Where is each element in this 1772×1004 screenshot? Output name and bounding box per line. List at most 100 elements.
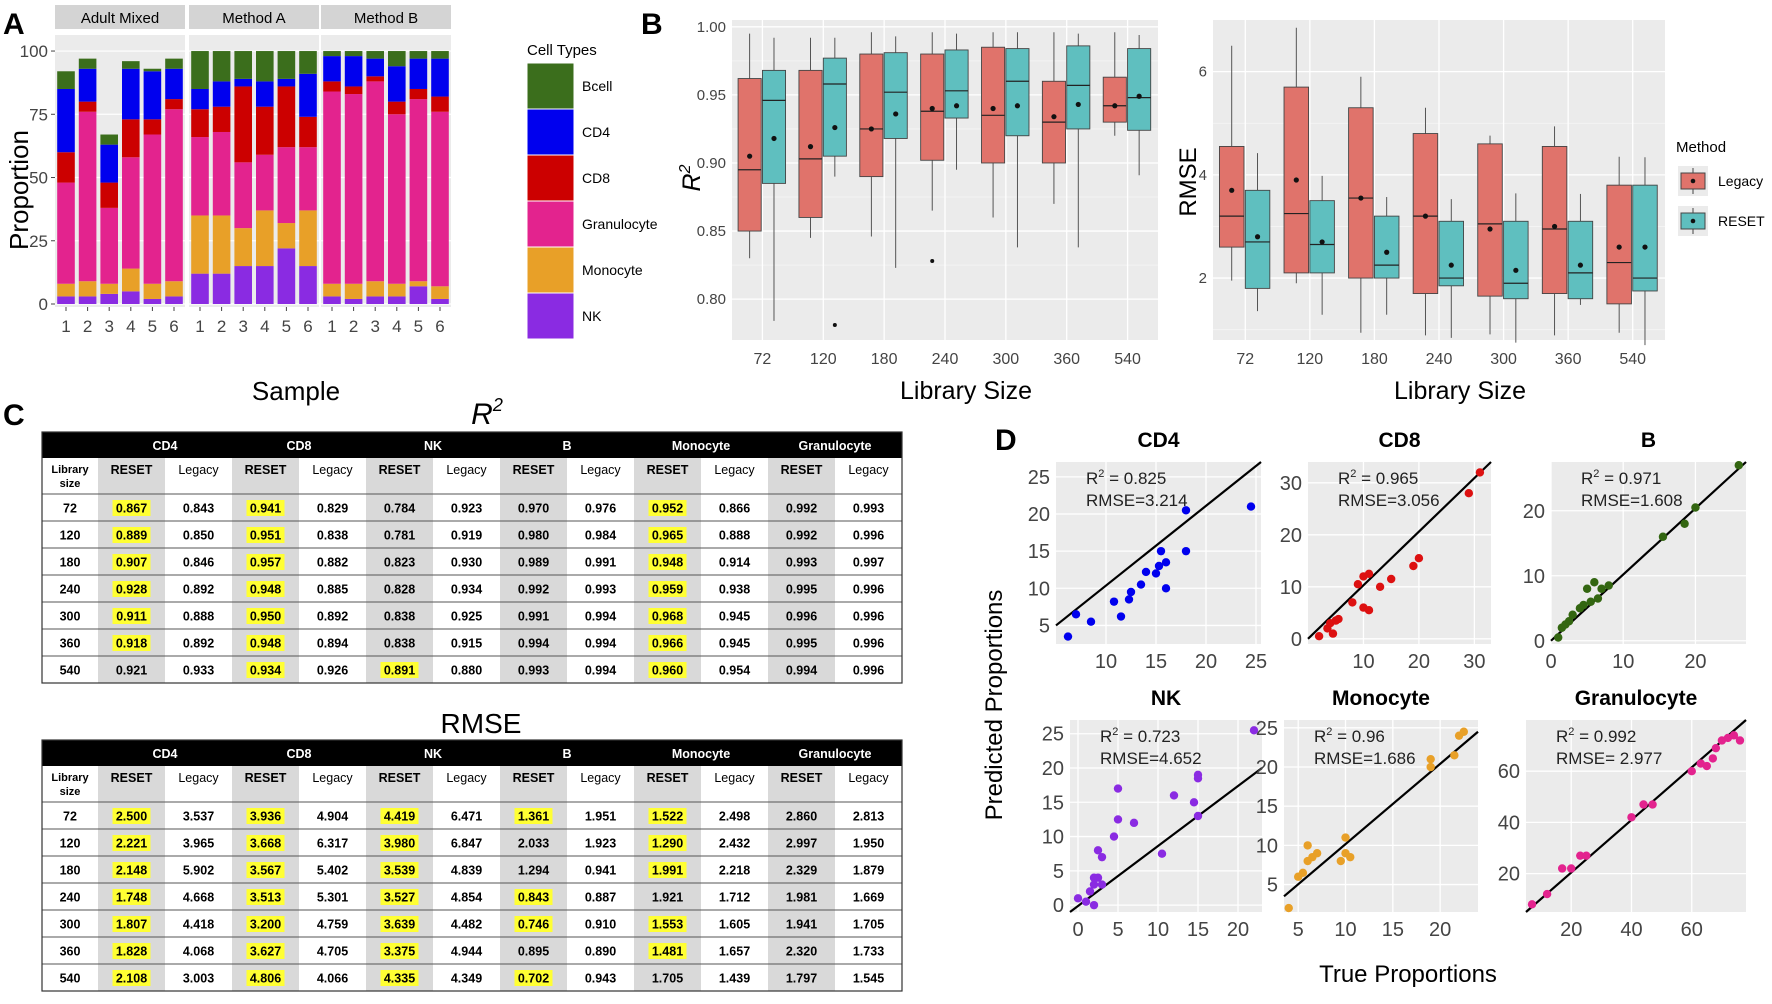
bar-segment — [78, 68, 97, 102]
table-rmse-cell: 1.981 — [786, 891, 817, 905]
bar-segment — [277, 147, 296, 224]
chart-a-xlabel: Sample — [252, 376, 340, 406]
table-r2-cell: 0.945 — [719, 637, 750, 651]
table-rmse-cell: 4.066 — [317, 972, 348, 986]
scatter-point — [1702, 761, 1712, 771]
table-r2-subheader: Legacy — [312, 463, 353, 477]
facet-title: NK — [1151, 687, 1181, 710]
x-tick-label: 6 — [169, 317, 178, 336]
scatter-point — [1648, 800, 1657, 809]
y-tick-label: 20 — [1042, 758, 1064, 780]
scatter-point — [1426, 754, 1435, 764]
facet-title: Granulocyte — [1575, 687, 1698, 710]
y-tick-label: 25 — [1028, 467, 1050, 489]
x-tick-label: 20 — [1227, 919, 1249, 941]
table-r2-cell: 0.838 — [384, 637, 415, 651]
scatter-point — [1328, 629, 1338, 638]
bar-segment — [143, 71, 162, 120]
table-rmse-cell: 2.218 — [719, 864, 750, 878]
table-r2-cell: 0.923 — [451, 502, 482, 516]
table-r2-highlight — [380, 662, 419, 678]
table-rmse-cell: 1.481 — [652, 945, 683, 959]
bar-segment — [143, 298, 162, 304]
plot-panel — [1070, 720, 1262, 912]
y-tick-label: 15 — [1028, 541, 1050, 563]
scatter-point — [1564, 617, 1574, 626]
table-rmse-cell: 3.375 — [384, 945, 415, 959]
table-rmse-cell: 2.997 — [786, 837, 817, 851]
scatter-facets-d: Predicted Proportions True Proportions C… — [981, 429, 1747, 988]
table-r2-cell: 0.950 — [250, 610, 281, 624]
legend-key-point — [1690, 178, 1696, 184]
table-rmse-highlight — [112, 808, 151, 824]
bar-segment — [57, 88, 75, 153]
table-rmse-cell: 1.361 — [518, 810, 549, 824]
x-tick-label: 180 — [1361, 351, 1388, 368]
table-r2-cell: 0.954 — [719, 664, 750, 678]
r2-symbol: R — [1100, 727, 1112, 746]
table-rmse-cell: 3.980 — [384, 837, 415, 851]
table-rmse-cell: 4.944 — [451, 945, 482, 959]
table-rmse-subheader: Legacy — [312, 771, 353, 785]
table-rmse-cell: 1.657 — [719, 945, 750, 959]
table-r2-cell: 0.994 — [585, 610, 616, 624]
x-tick-label: 2 — [83, 317, 92, 336]
x-tick-label: 240 — [932, 351, 959, 368]
table-r2-cell: 300 — [60, 610, 81, 624]
table-r2-cell: 0.996 — [853, 583, 884, 597]
table-rmse-cell: 1.290 — [652, 837, 683, 851]
scatter-point — [1680, 519, 1689, 528]
bar-segment — [57, 152, 75, 183]
table-r2-cell: 0.991 — [518, 610, 549, 624]
y-tick-label: 6 — [1199, 64, 1207, 81]
box — [1219, 146, 1245, 248]
facet-label: Method A — [222, 10, 285, 27]
y-tick-label: 0 — [1291, 629, 1302, 651]
scatter-point — [1414, 554, 1424, 563]
scatter-point — [1116, 612, 1126, 621]
scatter-point — [1557, 864, 1567, 873]
y-tick-label: 15 — [1256, 796, 1278, 818]
bar-segment — [100, 134, 118, 145]
table-rmse-cell: 120 — [60, 837, 81, 851]
libsize-line-1: Library — [51, 464, 89, 476]
table-rmse-group-header: Monocyte — [672, 747, 730, 761]
table-rmse-cell: 0.941 — [585, 864, 616, 878]
r2-value: = 0.971 — [1599, 469, 1661, 488]
facet-title: Monocyte — [1332, 687, 1430, 710]
scatter-point — [1097, 880, 1107, 889]
facet-strip-0 — [55, 5, 185, 29]
libsize-line-2: size — [60, 786, 81, 798]
scatter-point — [1085, 887, 1095, 896]
bar-segment — [100, 283, 118, 294]
table-r2-highlight — [112, 500, 151, 516]
table-rmse-cell: 3.965 — [183, 837, 214, 851]
bar-segment — [234, 228, 252, 267]
box-mean-point — [1229, 187, 1235, 193]
bar-segment — [344, 298, 363, 304]
bar-segment — [100, 207, 118, 284]
r2-superscript: 2 — [1112, 726, 1118, 738]
legend-swatch — [526, 62, 575, 110]
bar-segment — [277, 51, 296, 79]
bar-segment — [234, 86, 252, 163]
y-tick-label: 20 — [1280, 525, 1302, 547]
bar-segment — [143, 283, 162, 299]
chart-b1-ylabel: R2 — [677, 164, 706, 191]
box — [761, 69, 787, 184]
bar-segment — [143, 68, 162, 72]
table-r2-title-sup: 2 — [492, 395, 503, 415]
bar-segment — [344, 86, 363, 95]
table-rmse-group-header: Granulocyte — [799, 747, 872, 761]
table-r2-cell: 0.995 — [786, 637, 817, 651]
table-rmse-subheader: Legacy — [714, 771, 755, 785]
table-r2-cell: 0.948 — [250, 583, 281, 597]
scatter-point — [1124, 595, 1134, 604]
table-r2-highlight — [648, 581, 687, 597]
x-tick-label: 72 — [1236, 351, 1254, 368]
y-tick-label: 25 — [1256, 718, 1278, 740]
scatter-point — [1113, 815, 1123, 824]
bar-segment — [323, 56, 341, 82]
table-r2-subheader: Legacy — [714, 463, 755, 477]
y-tick-label: 10 — [1523, 566, 1545, 588]
